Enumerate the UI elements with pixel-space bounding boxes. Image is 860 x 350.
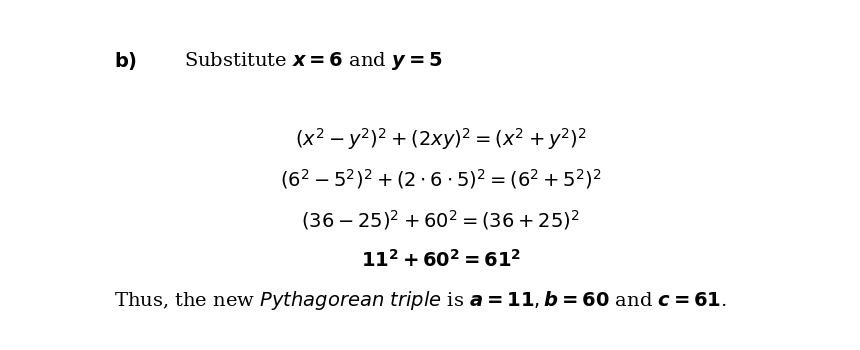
Text: $(36 - 25)^2 + 60^2 = (36 + 25)^2$: $(36 - 25)^2 + 60^2 = (36 + 25)^2$ bbox=[302, 208, 580, 232]
Text: Thus, the new $\it{Pythagorean\ triple}$ is $\boldsymbol{a = 11, b = 60}$ and $\: Thus, the new $\it{Pythagorean\ triple}$… bbox=[114, 289, 727, 312]
Text: Substitute $\boldsymbol{x = 6}$ and $\boldsymbol{y = 5}$: Substitute $\boldsymbol{x = 6}$ and $\bo… bbox=[184, 50, 443, 72]
Text: $\bf{b)}$: $\bf{b)}$ bbox=[114, 50, 138, 72]
Text: $(x^2 - y^2)^2 + (2xy)^2 = (x^2 + y^2)^2$: $(x^2 - y^2)^2 + (2xy)^2 = (x^2 + y^2)^2… bbox=[295, 126, 587, 152]
Text: $(6^2 - 5^2)^2 + (2 \cdot 6 \cdot 5)^2 = (6^2 + 5^2)^2$: $(6^2 - 5^2)^2 + (2 \cdot 6 \cdot 5)^2 =… bbox=[280, 168, 602, 191]
Text: $\mathbf{11^2 + 60^2 = 61^2}$: $\mathbf{11^2 + 60^2 = 61^2}$ bbox=[360, 249, 521, 271]
